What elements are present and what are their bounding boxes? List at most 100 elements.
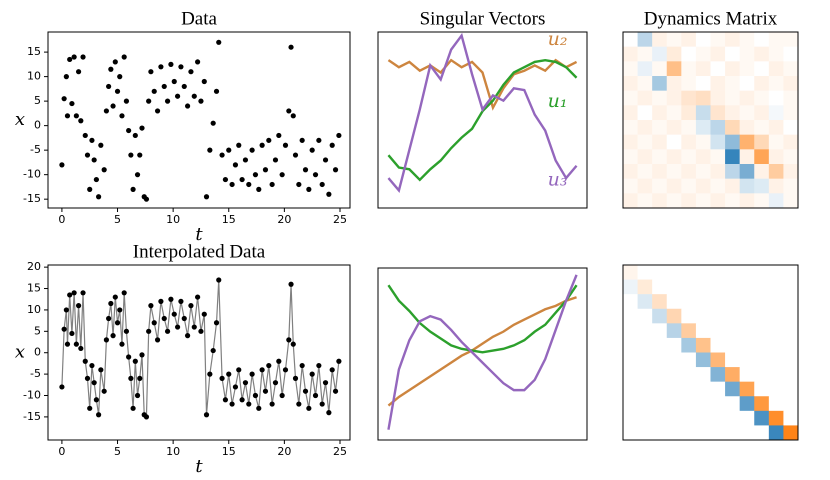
cell — [768, 149, 784, 165]
point — [61, 96, 67, 102]
point — [96, 194, 102, 200]
cell — [739, 279, 755, 295]
cell — [666, 193, 682, 208]
cell — [783, 76, 798, 91]
cell — [768, 265, 784, 280]
point — [161, 315, 167, 322]
cell — [623, 396, 638, 412]
cell — [652, 410, 668, 426]
point — [80, 54, 86, 60]
point — [210, 347, 216, 354]
cell — [768, 120, 784, 135]
cell — [637, 352, 653, 368]
cell — [695, 178, 711, 194]
cell — [754, 76, 770, 91]
axes-frame — [47, 264, 351, 441]
point — [246, 401, 252, 407]
point — [114, 320, 121, 326]
cell — [768, 164, 784, 179]
cell — [623, 193, 638, 208]
axes-frame — [622, 264, 799, 441]
cell — [637, 265, 653, 280]
cell — [725, 61, 740, 77]
cell — [754, 352, 770, 368]
cell — [652, 337, 668, 353]
cell — [783, 120, 798, 135]
point — [164, 98, 171, 104]
cell — [710, 381, 726, 397]
cell — [681, 134, 697, 150]
point — [84, 152, 91, 158]
cell — [783, 367, 798, 382]
point — [272, 157, 279, 163]
cell — [739, 367, 755, 382]
point — [164, 328, 171, 334]
cell — [739, 294, 755, 310]
point — [108, 300, 114, 307]
point — [69, 330, 75, 337]
cell — [783, 149, 798, 165]
cell — [652, 381, 668, 397]
y-tick-label: 5 — [34, 94, 41, 107]
plot-area — [59, 39, 342, 202]
point — [106, 83, 112, 90]
point — [336, 358, 342, 364]
cell — [623, 90, 638, 106]
x-tick-label: 0 — [58, 213, 65, 226]
point — [121, 290, 127, 296]
cell — [666, 46, 682, 62]
point — [269, 401, 275, 407]
cell — [695, 61, 711, 77]
point — [103, 108, 109, 114]
point — [232, 384, 239, 390]
cell — [710, 105, 726, 121]
cell — [754, 105, 770, 121]
cell — [637, 164, 653, 179]
point — [128, 375, 134, 381]
cell — [623, 105, 638, 121]
point — [91, 157, 97, 163]
cell — [695, 352, 711, 368]
axes-frame — [377, 31, 588, 209]
cell — [695, 46, 711, 62]
point — [242, 157, 249, 163]
point — [207, 371, 213, 377]
cell — [681, 308, 697, 324]
cell — [652, 178, 668, 194]
cell — [754, 294, 770, 310]
point — [174, 324, 181, 330]
cell — [623, 308, 638, 324]
cell — [725, 76, 740, 91]
cell — [623, 76, 638, 91]
cell — [695, 32, 711, 47]
point — [114, 88, 121, 94]
cell — [666, 367, 682, 382]
cell — [695, 337, 711, 353]
plot-area — [387, 32, 578, 193]
point — [292, 152, 299, 158]
point — [226, 147, 232, 153]
plot-area — [387, 274, 578, 430]
y-tick-label: 10 — [27, 303, 41, 316]
cell — [783, 352, 798, 368]
point — [178, 64, 184, 70]
y-tick-label: -5 — [30, 143, 41, 156]
point — [63, 74, 69, 80]
cell — [666, 265, 682, 280]
cell — [725, 178, 740, 194]
cell — [666, 396, 682, 412]
cell — [783, 323, 798, 339]
point — [101, 167, 107, 173]
axes-frame — [622, 31, 799, 209]
x-tick-label: 20 — [277, 445, 291, 458]
line — [387, 58, 578, 111]
point — [222, 397, 229, 403]
cell — [681, 265, 697, 280]
cell — [623, 149, 638, 165]
cell — [754, 279, 770, 295]
cell — [637, 178, 653, 194]
plot-area — [59, 277, 342, 420]
cell — [725, 105, 740, 121]
cell — [710, 76, 726, 91]
